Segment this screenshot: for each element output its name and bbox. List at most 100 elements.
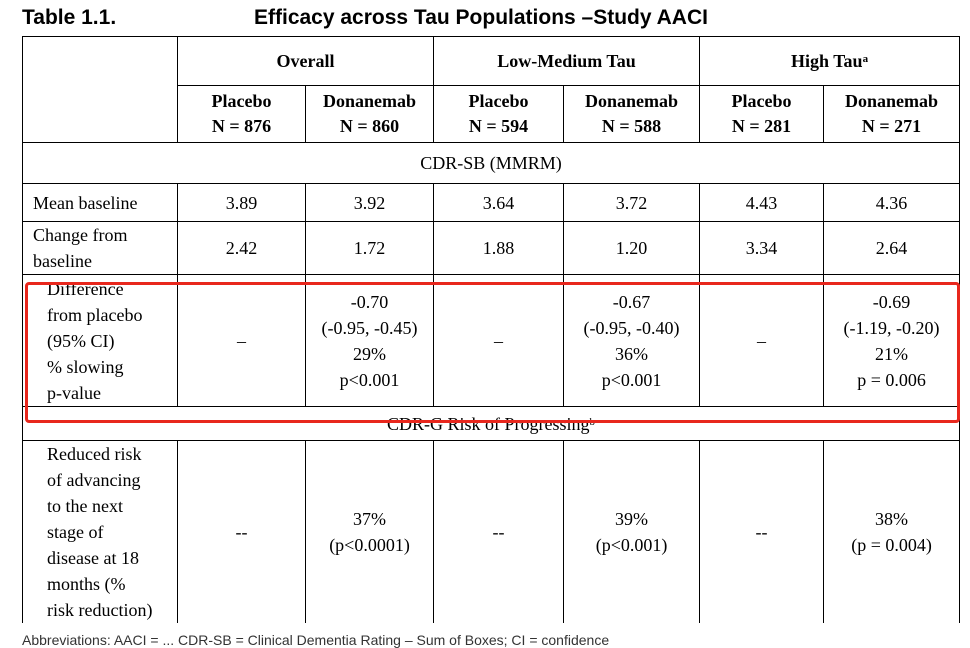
table-cell-placebo-dash: -- — [699, 440, 825, 623]
section-row-cdr-g: CDR-G Risk of Progressingb — [21, 406, 961, 441]
table-number: Table 1.1. — [22, 6, 117, 29]
cell-line: (-1.19, -0.20) — [843, 317, 940, 338]
arm-n: N = 594 — [468, 116, 529, 136]
group-header-row: Overall Low-Medium Tau High Taua — [22, 36, 961, 143]
table-cell: 2.42 — [177, 221, 306, 275]
row-label: Difference from placebo (95% CI) % slowi… — [22, 274, 178, 407]
group-overall: Overall — [176, 36, 435, 86]
table-cell-high-risk: 38% (p = 0.004) — [823, 440, 961, 623]
table-cell: 3.34 — [699, 221, 825, 275]
row-label-line: stage of — [47, 522, 104, 542]
row-label-line: Reduced risk — [47, 444, 142, 464]
arm-header: Placebo N = 594 — [433, 85, 565, 143]
table-cell: 1.20 — [563, 221, 701, 275]
table-cell: 4.36 — [823, 183, 961, 222]
arm-name: Placebo — [468, 91, 529, 111]
cell-line: 37% — [353, 509, 386, 529]
cell-line: 29% — [353, 343, 386, 364]
row-label-line: to the next — [47, 496, 123, 516]
table-cell-overall-risk: 37% (p<0.0001) — [304, 440, 435, 623]
footnote-marker-b: b — [589, 415, 596, 428]
section-title-cdr-g: CDR-G Risk of Progressingb — [21, 406, 961, 441]
row-label-line: p-value — [47, 382, 101, 403]
cell-line: 39% — [615, 509, 649, 529]
arm-name: Placebo — [731, 91, 792, 111]
row-label-line: risk reduction) — [47, 600, 153, 620]
row-label-line: from placebo — [47, 304, 143, 325]
table-cell: 2.64 — [823, 221, 961, 275]
table-cell: 3.72 — [563, 183, 701, 222]
table-row-reduced-risk: Reduced risk of advancing to the next st… — [22, 440, 961, 623]
cell-line: (p = 0.004) — [851, 535, 932, 555]
arm-name: Donanemab — [323, 91, 417, 111]
table-cell-low-medium-difference: -0.67 (-0.95, -0.40) 36% p<0.001 — [563, 274, 701, 407]
table-cell-placebo-dash: – — [699, 274, 825, 407]
row-label: Reduced risk of advancing to the next st… — [22, 440, 178, 623]
cell-line: -0.70 — [350, 291, 389, 312]
cell-line: p = 0.006 — [857, 369, 926, 390]
row-label-line: disease at 18 — [47, 548, 139, 568]
cell-line: (p<0.0001) — [329, 535, 410, 555]
table-cell-overall-difference: -0.70 (-0.95, -0.45) 29% p<0.001 — [304, 274, 435, 407]
group-high-tau-label: High Tau — [791, 51, 863, 71]
table-cell-placebo-dash: -- — [433, 440, 565, 623]
cell-line: -0.67 — [612, 291, 651, 312]
cell-line: (p<0.001) — [595, 535, 668, 555]
table-row-change-from-baseline: Change from baseline 2.42 1.72 1.88 1.20 … — [22, 221, 961, 275]
arm-header: Donanemab N = 588 — [563, 85, 701, 143]
cell-line: p<0.001 — [601, 369, 662, 390]
table-cell: 3.64 — [433, 183, 565, 222]
arm-name: Placebo — [211, 91, 272, 111]
group-high-tau: High Taua — [699, 36, 961, 86]
table-row-mean-baseline: Mean baseline 3.89 3.92 3.64 3.72 4.43 4… — [22, 183, 961, 222]
row-label: Mean baseline — [22, 183, 178, 222]
efficacy-table: Overall Low-Medium Tau High Taua Placebo… — [21, 36, 961, 623]
cell-line: 38% — [875, 509, 909, 529]
arm-header: Donanemab N = 271 — [823, 85, 961, 143]
table-cell: 1.88 — [433, 221, 565, 275]
cell-line: -0.69 — [872, 291, 911, 312]
arm-header-row: Placebo N = 876 Donanemab N = 860 Placebo N… — [23, 85, 961, 143]
cell-line: p<0.001 — [339, 369, 400, 390]
arm-n: N = 876 — [211, 116, 272, 136]
arm-name: Donanemab — [845, 91, 939, 111]
table-title: Table 1.1. Efficacy across Tau Populatio… — [22, 2, 962, 34]
row-label: Change from baseline — [22, 221, 178, 275]
row-label-line: Difference — [47, 278, 124, 299]
table-cell: 3.92 — [304, 183, 435, 222]
table-row-difference-from-placebo: Difference from placebo (95% CI) % slowi… — [22, 274, 961, 407]
table-caption: Efficacy across Tau Populations –Study A… — [254, 6, 708, 29]
row-label-line: baseline — [33, 251, 92, 271]
section-title-cdr-sb: CDR-SB (MMRM) — [21, 142, 961, 184]
arm-header: Placebo N = 281 — [699, 85, 825, 143]
arm-n: N = 281 — [731, 116, 792, 136]
table-cell: 1.72 — [304, 221, 435, 275]
footnote-marker-a: a — [862, 53, 869, 65]
arm-n: N = 271 — [861, 116, 922, 136]
section-row-cdr-sb: CDR-SB (MMRM) — [21, 142, 961, 184]
row-label-line: (95% CI) — [47, 330, 115, 351]
cell-line: (-0.95, -0.45) — [321, 317, 418, 338]
arm-n: N = 588 — [601, 116, 662, 136]
section-title-cdr-g-text: CDR-G Risk of Progressing — [387, 413, 590, 434]
cell-line: 21% — [875, 343, 909, 364]
arm-header: Donanemab N = 860 — [304, 85, 435, 143]
table-cell: 3.89 — [177, 183, 306, 222]
table-cell: 4.43 — [699, 183, 825, 222]
group-low-medium-tau: Low-Medium Tau — [433, 36, 701, 86]
table-cell-placebo-dash: – — [433, 274, 565, 407]
empty-corner-cell — [22, 36, 178, 143]
table-cell-placebo-dash: – — [177, 274, 306, 407]
arm-n: N = 860 — [339, 116, 400, 136]
arm-header: Placebo N = 876 — [177, 85, 306, 143]
footnote-text: Abbreviations: AACI = ... CDR-SB = Clini… — [22, 632, 610, 648]
row-label-line: months (% — [47, 574, 126, 594]
table-cell-low-medium-risk: 39% (p<0.001) — [563, 440, 701, 623]
row-label-line: of advancing — [47, 470, 141, 490]
table-cell-placebo-dash: -- — [177, 440, 306, 623]
cell-line: (-0.95, -0.40) — [583, 317, 680, 338]
row-label-line: % slowing — [47, 356, 124, 377]
row-label-line: Change from — [33, 225, 128, 245]
arm-name: Donanemab — [585, 91, 679, 111]
table-cell-high-difference: -0.69 (-1.19, -0.20) 21% p = 0.006 — [823, 274, 961, 407]
